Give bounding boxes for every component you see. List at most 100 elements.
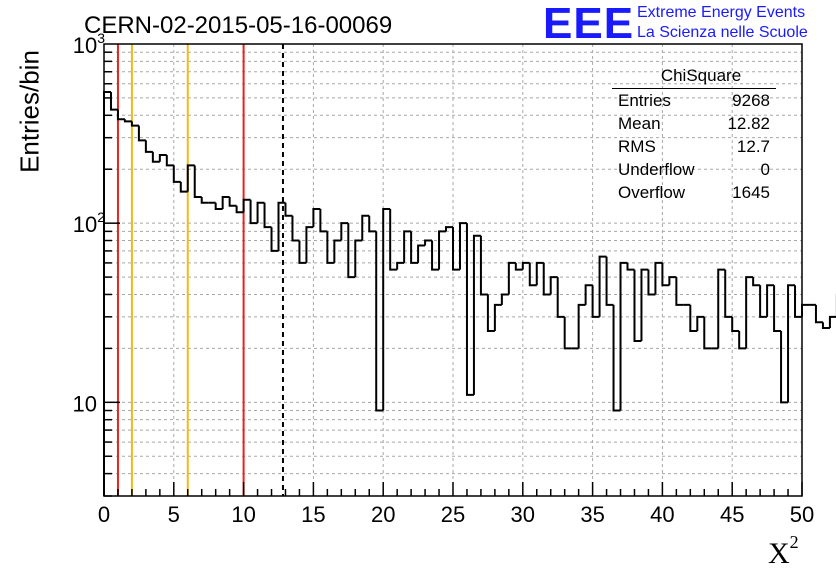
histogram-bin — [486, 294, 495, 333]
stats-row-mean: Mean 12.82 — [612, 112, 776, 135]
histogram-bin — [389, 208, 398, 271]
histogram-bin — [801, 303, 809, 317]
histogram-bin — [305, 226, 314, 263]
histogram-bin — [403, 230, 412, 263]
x-tick-label: 45 — [720, 502, 744, 527]
histogram-bin — [200, 196, 209, 204]
stats-row-rms: RMS 12.7 — [612, 135, 776, 158]
histogram-bin — [521, 261, 530, 270]
histogram-bin — [584, 284, 593, 305]
histogram-bin — [675, 277, 684, 306]
x-tick-label: 25 — [441, 502, 465, 527]
histogram-bin — [493, 303, 502, 332]
histogram-bin — [354, 239, 363, 278]
y-tick-label: 10 — [73, 391, 97, 416]
histogram-bin — [612, 304, 621, 412]
histogram-bin — [109, 91, 118, 111]
histogram-bin — [821, 322, 830, 329]
histogram-bin — [424, 239, 433, 246]
stats-value: 12.7 — [736, 137, 770, 156]
stats-box: ChiSquare Entries 9268 Mean 12.82 RMS 12.7 Und… — [612, 66, 776, 204]
histogram-bin — [542, 262, 551, 296]
histogram-bin — [563, 316, 572, 350]
histogram-bin — [724, 269, 733, 318]
stats-row-overflow: Overflow 1645 — [612, 181, 776, 204]
stats-label: Overflow — [618, 183, 686, 202]
logo-line-2: La Scienza nelle Scuole — [637, 24, 808, 41]
histogram-bin — [577, 303, 586, 349]
stats-value: 9268 — [732, 91, 770, 110]
y-tick-label: 103 — [73, 30, 105, 58]
histogram-bin — [368, 215, 377, 233]
histogram-bin — [528, 262, 537, 287]
histogram-bin — [340, 222, 349, 241]
histogram-bin — [703, 316, 712, 350]
histogram-bin — [752, 277, 761, 287]
histogram-bin — [472, 234, 481, 395]
histogram-bin — [479, 235, 488, 296]
histogram-bin — [640, 268, 649, 341]
histogram-bin — [319, 208, 328, 233]
stats-value: 1645 — [732, 183, 770, 202]
stats-label: RMS — [618, 137, 656, 156]
histogram-bin — [647, 269, 656, 296]
histogram-bin — [556, 277, 565, 318]
histogram-bin — [228, 196, 237, 207]
histogram-bin — [654, 261, 663, 295]
histogram-bin — [410, 231, 419, 264]
stats-label: Underflow — [618, 160, 695, 179]
histogram-bin — [186, 164, 195, 192]
histogram-bin — [382, 207, 391, 411]
histogram-bin — [438, 230, 447, 270]
stats-label: Mean — [618, 114, 661, 133]
histogram-bin — [123, 119, 132, 123]
histogram-bin — [361, 214, 370, 241]
histogram-bin — [130, 121, 139, 127]
stats-label: Entries — [618, 91, 671, 110]
x-tick-label: 35 — [580, 502, 604, 527]
histogram-bin — [375, 231, 384, 412]
histogram-bin — [598, 255, 607, 317]
histogram-bin — [633, 269, 642, 342]
x-tick-label: 10 — [231, 502, 255, 527]
histogram-bin — [717, 268, 726, 349]
histogram-bin — [549, 276, 558, 295]
histogram-bin — [773, 285, 782, 333]
histogram-bin — [193, 165, 202, 198]
x-tick-label: 5 — [168, 502, 180, 527]
stats-row-underflow: Underflow 0 — [612, 158, 776, 181]
histogram-bin — [828, 315, 836, 328]
histogram-bin — [165, 155, 174, 167]
x-tick-label: 50 — [790, 502, 814, 527]
histogram-bin — [263, 202, 272, 229]
histogram-bin — [298, 240, 307, 264]
histogram-bin — [396, 261, 405, 270]
histogram-bin — [347, 223, 356, 279]
histogram-bin — [151, 151, 160, 163]
histogram-bin — [696, 315, 705, 332]
histogram-bin — [179, 181, 188, 193]
histogram-bin — [514, 262, 523, 271]
histogram-bin — [794, 285, 802, 318]
histogram-bin — [626, 262, 635, 271]
x-tick-label: 15 — [301, 502, 325, 527]
histogram-bin — [158, 154, 167, 162]
histogram-bin — [452, 227, 460, 271]
histogram-bin — [445, 226, 453, 232]
histogram-bin — [814, 304, 823, 324]
histogram-bin — [605, 256, 614, 306]
histogram-bin — [591, 285, 600, 318]
histogram-bin — [619, 261, 628, 411]
histogram-bin — [256, 201, 265, 224]
histogram-bin — [668, 276, 677, 286]
histogram-bin — [661, 262, 670, 287]
histogram-bin — [291, 215, 300, 242]
stats-value: 0 — [760, 160, 770, 179]
histogram-bin — [270, 227, 279, 252]
x-axis-label: X2 — [768, 532, 799, 570]
histogram-bin — [116, 109, 125, 121]
x-tick-label: 0 — [98, 502, 110, 527]
histogram-bin — [333, 239, 342, 263]
